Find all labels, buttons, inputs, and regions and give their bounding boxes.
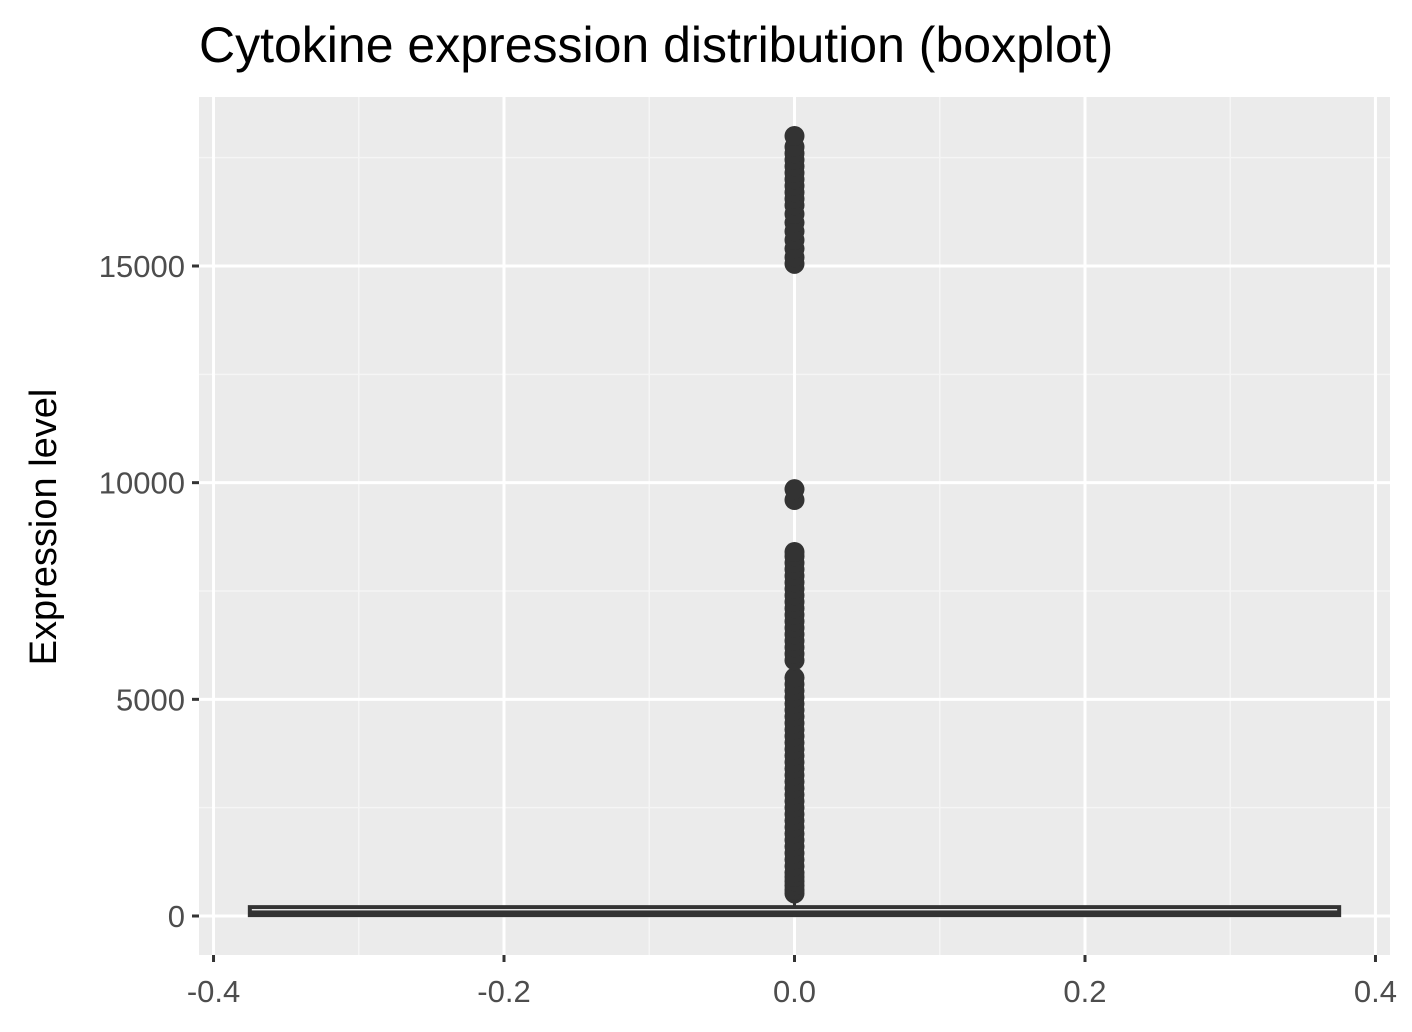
outlier-point xyxy=(784,542,805,562)
y-tick-label: 15000 xyxy=(99,249,185,284)
outlier-point xyxy=(784,126,805,146)
x-tick-label: -0.2 xyxy=(477,974,530,1009)
outlier-point xyxy=(784,479,805,500)
x-tick-label: 0.2 xyxy=(1063,974,1106,1009)
chart-title: Cytokine expression distribution (boxplo… xyxy=(199,17,1113,73)
x-tick-label: -0.4 xyxy=(187,974,240,1009)
y-axis-title: Expression level xyxy=(23,389,65,666)
x-tick-label: 0.4 xyxy=(1354,974,1397,1009)
x-tick-label: 0.0 xyxy=(773,974,816,1009)
y-tick-label: 5000 xyxy=(116,682,185,717)
y-tick-label: 10000 xyxy=(99,466,185,501)
y-tick-label: 0 xyxy=(168,899,185,934)
outlier-point xyxy=(784,667,805,688)
